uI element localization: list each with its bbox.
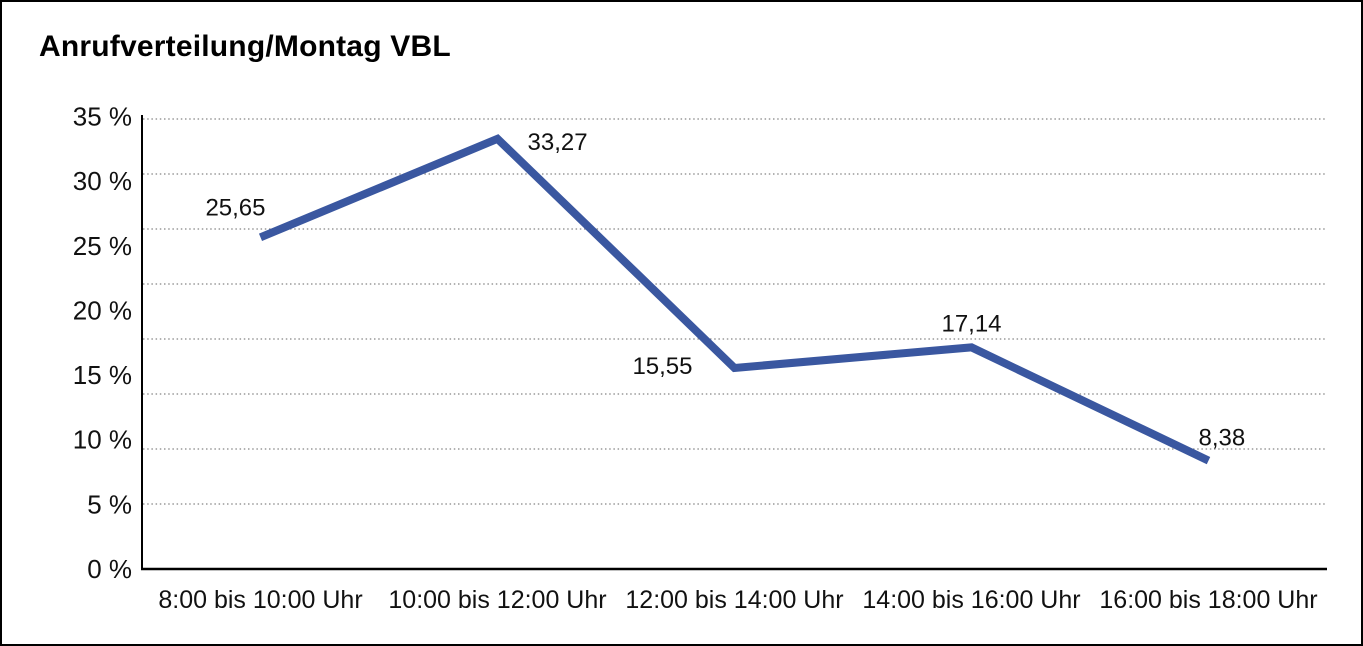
- y-tick-label: 30 %: [73, 166, 132, 196]
- y-tick-label: 35 %: [73, 101, 132, 131]
- y-tick-label: 25 %: [73, 231, 132, 261]
- data-value-label: 17,14: [941, 310, 1001, 337]
- data-value-label: 33,27: [528, 129, 588, 156]
- y-tick-label: 15 %: [73, 360, 132, 390]
- y-tick-label: 0 %: [87, 554, 132, 584]
- y-tick-label: 5 %: [87, 489, 132, 519]
- x-category-label: 10:00 bis 12:00 Uhr: [388, 586, 606, 614]
- x-category-label: 8:00 bis 10:00 Uhr: [158, 586, 362, 614]
- chart-title: Anrufverteilung/Montag VBL: [39, 30, 451, 63]
- data-value-label: 8,38: [1199, 425, 1246, 452]
- x-category-label: 12:00 bis 14:00 Uhr: [625, 586, 843, 614]
- data-value-label: 15,55: [632, 353, 692, 380]
- data-value-label: 25,65: [205, 194, 265, 221]
- x-category-label: 16:00 bis 18:00 Uhr: [1099, 586, 1317, 614]
- data-line: [258, 134, 1211, 465]
- y-tick-label: 10 %: [73, 425, 132, 455]
- x-category-label: 14:00 bis 16:00 Uhr: [862, 586, 1080, 614]
- y-tick-label: 20 %: [73, 295, 132, 325]
